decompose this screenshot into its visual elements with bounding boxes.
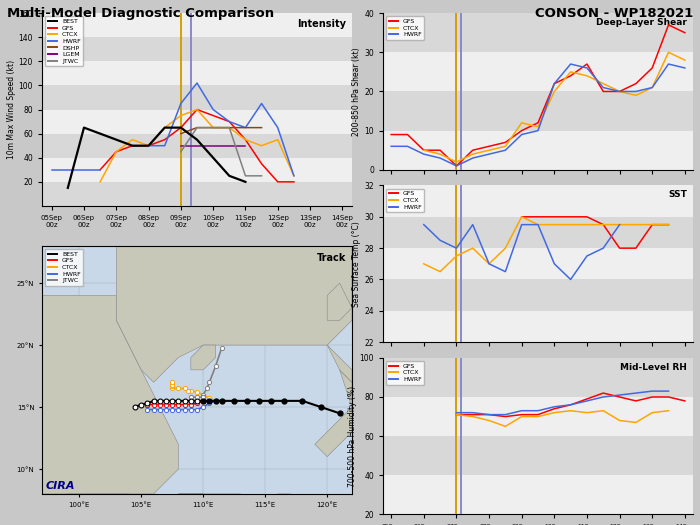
Bar [383,185,693,217]
Bar [42,61,352,86]
Polygon shape [327,345,352,382]
Text: CONSON - WP182021: CONSON - WP182021 [535,7,693,20]
Legend: BEST, GFS, CTCX, HWRF, DSHP, LGEM, JTWC: BEST, GFS, CTCX, HWRF, DSHP, LGEM, JTWC [45,16,83,66]
Polygon shape [66,494,129,525]
Polygon shape [178,494,302,525]
Legend: GFS, CTCX, HWRF: GFS, CTCX, HWRF [386,188,424,212]
Legend: GFS, CTCX, HWRF: GFS, CTCX, HWRF [386,361,424,385]
Bar [42,158,352,182]
Bar [42,110,352,134]
Y-axis label: Sea Surface Temp (°C): Sea Surface Temp (°C) [352,221,361,307]
Polygon shape [116,246,352,382]
Bar [42,13,352,37]
Y-axis label: 200-850 hPa Shear (kt): 200-850 hPa Shear (kt) [352,47,361,136]
Legend: BEST, GFS, CTCX, HWRF, JTWC: BEST, GFS, CTCX, HWRF, JTWC [45,249,83,286]
Text: CIRA: CIRA [45,481,75,491]
Y-axis label: 700-500 hPa Humidity (%): 700-500 hPa Humidity (%) [348,385,357,487]
Polygon shape [191,345,216,370]
Polygon shape [42,296,178,494]
Text: SST: SST [668,190,687,199]
Bar [383,397,693,436]
Y-axis label: 10m Max Wind Speed (kt): 10m Max Wind Speed (kt) [7,60,15,159]
Bar [383,248,693,279]
Text: Track: Track [316,254,346,264]
Polygon shape [327,283,352,320]
Polygon shape [315,370,352,457]
Bar [383,311,693,342]
Bar [383,52,693,91]
Text: Intensity: Intensity [297,19,346,29]
Text: Multi-Model Diagnostic Comparison: Multi-Model Diagnostic Comparison [7,7,274,20]
Legend: GFS, CTCX, HWRF: GFS, CTCX, HWRF [386,16,424,40]
Bar [383,475,693,514]
Text: Mid-Level RH: Mid-Level RH [620,363,687,372]
Bar [383,131,693,170]
Text: Deep-Layer Shear: Deep-Layer Shear [596,18,687,27]
